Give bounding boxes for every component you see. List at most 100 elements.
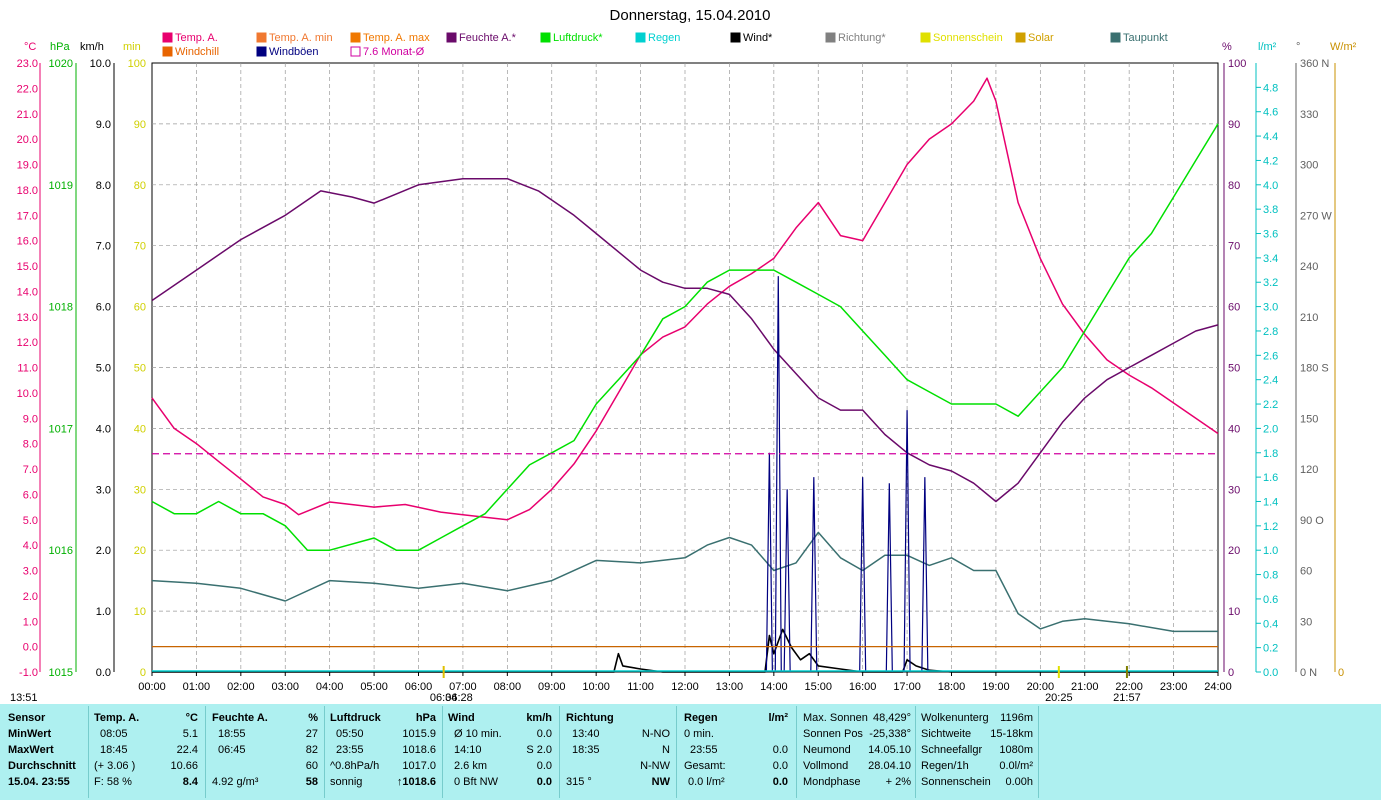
dir-tick: 150 bbox=[1300, 413, 1318, 425]
temp-tick: 14.0 bbox=[17, 286, 38, 298]
time-tick: 15:00 bbox=[804, 681, 832, 693]
temp-unit: °C bbox=[185, 712, 198, 724]
stats-sun-col: Max. Sonnen 48,429° Sonnen Pos -25,338° Ne… bbox=[803, 710, 911, 790]
misc-r1-val: 15-18km bbox=[990, 728, 1033, 740]
temp-tick: 16.0 bbox=[17, 236, 38, 248]
rain-r2-val: 0.0 bbox=[772, 744, 788, 756]
stats-dir-col: Richtung 13:40 N-NO 18:35 N N-NW 315 ° NW bbox=[566, 710, 670, 790]
dir-max-time: 18:35 bbox=[572, 744, 600, 756]
stats-misc-col: Wolkenunterg 1196m Sichtweite 15-18km Schn… bbox=[921, 710, 1033, 790]
rain-tick: 3.8 bbox=[1263, 204, 1278, 216]
series-temp-a- bbox=[151, 77, 1219, 521]
temp-tick: 2.0 bbox=[23, 591, 38, 603]
legend-label: Sonnenschein bbox=[933, 32, 1003, 44]
rain-tick: 1.6 bbox=[1263, 472, 1278, 484]
legend-swatch bbox=[350, 46, 361, 57]
temp-tick: 7.0 bbox=[23, 464, 38, 476]
hpa-tick: 1016 bbox=[49, 545, 73, 557]
dir-avg-val: N-NW bbox=[640, 760, 670, 772]
gust-spike bbox=[921, 477, 929, 673]
press-max-val: 1018.6 bbox=[402, 744, 436, 756]
time-tick: 17:00 bbox=[893, 681, 921, 693]
pct-tick: 100 bbox=[1228, 58, 1246, 70]
rain-tick: 2.8 bbox=[1263, 326, 1278, 338]
wind-min-val: 0.0 bbox=[536, 728, 552, 740]
time-tick: 13:00 bbox=[716, 681, 744, 693]
unit-labels: °C hPa km/h min % l/m² ° W/m² bbox=[24, 41, 1357, 53]
unit-hpa: hPa bbox=[50, 41, 70, 53]
rain-tick: 4.2 bbox=[1263, 155, 1278, 167]
hum-max-time: 06:45 bbox=[218, 744, 246, 756]
time-tick: 18:00 bbox=[938, 681, 966, 693]
misc-r0-val: 1196m bbox=[1000, 712, 1033, 724]
time-tick: 09:00 bbox=[538, 681, 566, 693]
legend-swatch bbox=[1015, 32, 1026, 43]
time-tick: 21:00 bbox=[1071, 681, 1099, 693]
temp-tick: 10.0 bbox=[17, 388, 38, 400]
press-min-time: 05:50 bbox=[336, 728, 364, 740]
unit-solar: W/m² bbox=[1330, 41, 1357, 53]
stats-temp-col: Temp. A. °C 08:05 5.1 18:45 22.4 (+ 3.06 ) 1… bbox=[94, 710, 198, 790]
legend-label: Richtung* bbox=[838, 32, 886, 44]
solar-tick: 0 bbox=[1338, 667, 1344, 679]
legend-label: Taupunkt bbox=[1123, 32, 1168, 44]
kmh-tick: 4.0 bbox=[96, 423, 111, 435]
unit-deg: ° bbox=[1296, 41, 1300, 53]
misc-r1-label: Sichtweite bbox=[921, 728, 972, 740]
wind-now-label: 0 Bft NW bbox=[454, 776, 499, 788]
rain-tick: 3.0 bbox=[1263, 302, 1278, 314]
time-tick: 16:00 bbox=[849, 681, 877, 693]
time-tick: 04:00 bbox=[316, 681, 344, 693]
dir-tick: 360 N bbox=[1300, 58, 1329, 70]
temp-tick: 19.0 bbox=[17, 160, 38, 172]
press-unit: hPa bbox=[415, 712, 436, 724]
temp-min-val: 5.1 bbox=[182, 728, 198, 740]
time-tick: 00:00 bbox=[138, 681, 166, 693]
unit-pct: % bbox=[1222, 41, 1232, 53]
kmh-tick: 7.0 bbox=[96, 241, 111, 253]
legend-swatch bbox=[730, 32, 741, 43]
temp-tick: 21.0 bbox=[17, 109, 38, 121]
pct-tick: 90 bbox=[1228, 119, 1240, 131]
series-taupunkt bbox=[151, 531, 1218, 633]
misc-r4-label: Sonnenschein bbox=[921, 776, 991, 788]
legend-label: Temp. A. min bbox=[269, 32, 333, 44]
dir-tick: 270 W bbox=[1300, 210, 1332, 222]
stats-now-label: 15.04. 23:55 bbox=[8, 776, 70, 788]
rain-tick: 4.8 bbox=[1263, 82, 1278, 94]
kmh-tick: 1.0 bbox=[96, 606, 111, 618]
stats-rain-col: Regen l/m² 0 min. 23:55 0.0 Gesamt: 0.0 0.0… bbox=[684, 710, 788, 790]
legend-label: Regen bbox=[648, 32, 680, 44]
hpa-tick: 1017 bbox=[49, 423, 73, 435]
legend-swatch bbox=[540, 32, 551, 43]
legend-label: Feuchte A.* bbox=[459, 32, 517, 44]
temp-tick: 17.0 bbox=[17, 210, 38, 222]
rain-tick: 1.8 bbox=[1263, 448, 1278, 460]
legend-swatch bbox=[256, 46, 267, 57]
hum-min-time: 18:55 bbox=[218, 728, 246, 740]
legend-swatch bbox=[920, 32, 931, 43]
rain-tick: 3.6 bbox=[1263, 229, 1278, 241]
temp-min-time: 08:05 bbox=[100, 728, 128, 740]
temp-tick: 3.0 bbox=[23, 566, 38, 578]
dir-tick: 60 bbox=[1300, 566, 1312, 578]
time-tick: 12:00 bbox=[671, 681, 699, 693]
press-now-label: sonnig bbox=[330, 776, 363, 788]
pct-tick: 60 bbox=[1228, 302, 1240, 314]
dir-tick: 330 bbox=[1300, 109, 1318, 121]
gust-spike bbox=[810, 477, 818, 673]
sun-r1-val: -25,338° bbox=[869, 728, 911, 740]
temp-tick: 11.0 bbox=[17, 363, 38, 375]
temp-header: Temp. A. bbox=[94, 712, 140, 724]
rain-tick: 4.0 bbox=[1263, 180, 1278, 192]
legend-label: Luftdruck* bbox=[553, 32, 603, 44]
temp-tick: 9.0 bbox=[23, 413, 38, 425]
axes: 23.0 22.0 21.0 20.0 19.0 18.0 17.0 16.0 15.0 14.0… bbox=[17, 58, 1345, 693]
temp-tick: 18.0 bbox=[17, 185, 38, 197]
temp-tick: 23.0 bbox=[17, 58, 38, 70]
pct-tick: 40 bbox=[1228, 423, 1240, 435]
min-tick: 20 bbox=[134, 545, 146, 557]
min-tick: 0 bbox=[140, 667, 146, 679]
rain-tick: 0.4 bbox=[1263, 618, 1278, 630]
kmh-tick: 2.0 bbox=[96, 545, 111, 557]
